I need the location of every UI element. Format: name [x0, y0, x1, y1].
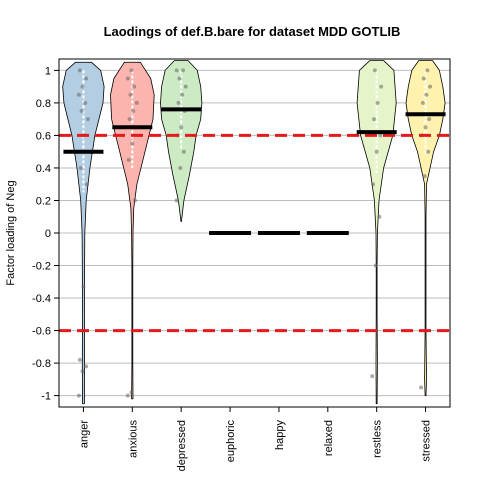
data-point	[131, 109, 136, 114]
data-point	[178, 165, 183, 170]
data-point	[181, 149, 186, 154]
data-point	[177, 76, 182, 81]
violin-anxious	[110, 61, 155, 400]
y-axis-label: Factor loading of Neg	[5, 180, 17, 285]
data-point	[427, 117, 432, 122]
x-tick-label: happy	[274, 420, 286, 450]
data-point	[179, 125, 184, 130]
x-tick-label: relaxed	[323, 420, 335, 456]
y-tick-label: -0.4	[32, 293, 51, 305]
data-point	[81, 284, 86, 289]
x-tick-label: stressed	[421, 420, 433, 462]
data-point	[180, 68, 185, 73]
y-tick-label: -0.6	[32, 326, 51, 338]
violin-anger	[62, 61, 105, 405]
x-tick-label: euphoric	[225, 420, 237, 463]
data-point	[174, 68, 179, 73]
data-point	[370, 374, 375, 379]
data-point	[375, 100, 380, 105]
data-point	[423, 125, 428, 130]
data-point	[85, 117, 90, 122]
x-axis: anger anxious depressed euphoric happy relaxe…	[78, 407, 433, 471]
reference-lines	[59, 133, 450, 333]
y-tick-label: 0.4	[36, 163, 51, 175]
data-point	[379, 84, 384, 89]
x-tick-label: anxious	[127, 420, 139, 458]
y-tick-label: -0.2	[32, 261, 51, 273]
data-point	[78, 165, 83, 170]
data-point	[129, 68, 134, 73]
data-point	[80, 84, 85, 89]
data-point	[134, 100, 139, 105]
data-point	[125, 76, 130, 81]
data-point	[176, 100, 181, 105]
y-tick-label: 0.6	[36, 130, 51, 142]
median-bars	[63, 107, 446, 235]
data-point	[372, 68, 377, 73]
data-point	[77, 68, 82, 73]
data-point	[132, 84, 137, 89]
x-tick-label: depressed	[176, 420, 188, 471]
data-point	[125, 393, 130, 398]
data-point	[80, 369, 85, 374]
data-point	[421, 76, 426, 81]
data-point	[126, 157, 131, 162]
data-point	[378, 133, 383, 138]
data-point	[174, 198, 179, 203]
y-axis: -1 -0.8 -0.6 -0.4 -0.2 0 0.2 0.4 0.6 0.8 1	[32, 65, 59, 403]
data-point	[424, 92, 429, 97]
y-tick-label: -0.8	[32, 358, 51, 370]
data-point	[419, 385, 424, 390]
data-point	[374, 149, 379, 154]
data-point	[129, 390, 134, 395]
data-point	[377, 214, 382, 219]
data-point	[77, 357, 82, 362]
violins	[62, 60, 446, 405]
y-tick-label: 0.8	[36, 98, 51, 110]
chart-title: Laodings of def.B.bare for dataset MDD G…	[104, 24, 401, 39]
x-tick-label: anger	[78, 420, 90, 448]
y-tick-label: 0.2	[36, 195, 51, 207]
y-tick-label: -1	[41, 391, 51, 403]
data-point	[371, 182, 376, 187]
data-point	[84, 76, 89, 81]
data-point	[133, 198, 138, 203]
data-point	[373, 263, 378, 268]
data-point	[127, 117, 132, 122]
data-point	[428, 84, 433, 89]
data-point	[130, 141, 135, 146]
data-point	[180, 92, 185, 97]
x-tick-label: restless	[372, 420, 384, 458]
data-point	[76, 393, 81, 398]
data-point	[426, 149, 431, 154]
data-point	[79, 109, 84, 114]
data-point	[128, 92, 133, 97]
data-point	[85, 182, 90, 187]
violin-stressed	[405, 60, 446, 397]
data-point	[76, 92, 81, 97]
data-point	[420, 100, 425, 105]
data-point	[425, 68, 430, 73]
y-tick-label: 1	[45, 65, 51, 77]
data-point	[84, 364, 89, 369]
data-point	[83, 100, 88, 105]
data-point	[183, 84, 188, 89]
data-point	[371, 117, 376, 122]
plot-frame	[58, 58, 451, 408]
y-tick-label: 0	[45, 228, 51, 240]
data-point	[422, 174, 427, 179]
